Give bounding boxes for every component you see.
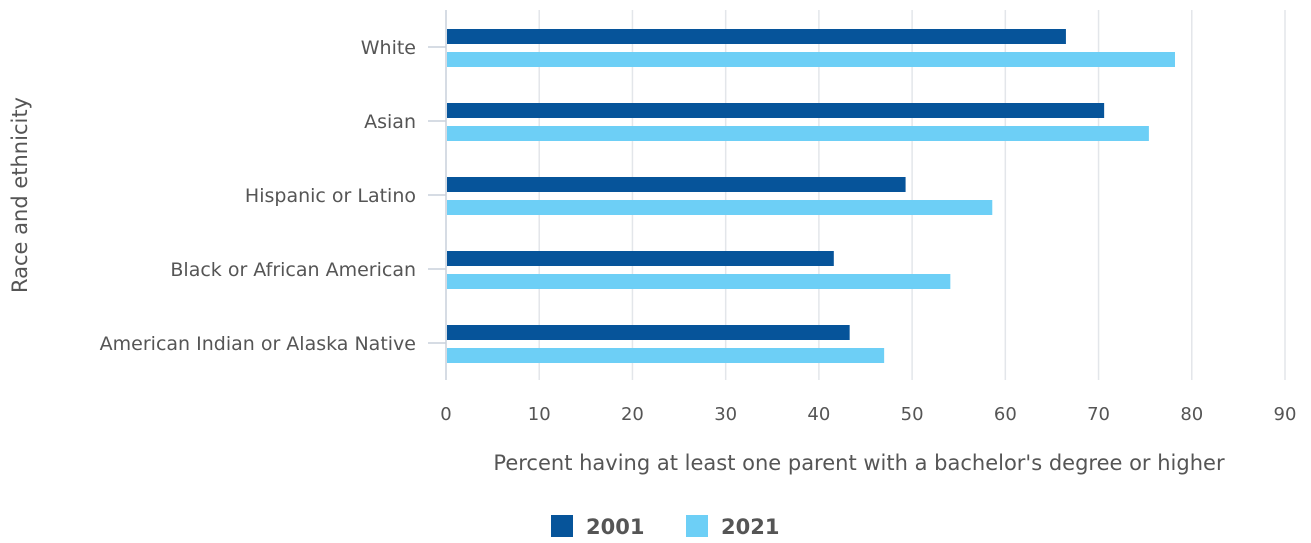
value-axis: 0 10 20 30 40 50 60 70 80 90 — [440, 404, 1296, 425]
bar-2001 — [447, 325, 850, 340]
bar-2001 — [447, 29, 1066, 44]
legend: 2001 2021 — [551, 515, 779, 539]
x-tick-label: 50 — [901, 404, 924, 425]
category-label: White — [361, 37, 416, 59]
category-label: Black or African American — [170, 259, 416, 281]
bar-2001 — [447, 177, 906, 192]
x-axis-title: Percent having at least one parent with … — [493, 451, 1225, 475]
x-tick-label: 30 — [714, 404, 737, 425]
category-label: Hispanic or Latino — [245, 185, 416, 207]
bar-2021 — [447, 126, 1149, 141]
gridlines — [538, 10, 1286, 380]
y-axis-title: Race and ethnicity — [8, 97, 32, 293]
x-tick-label: 10 — [528, 404, 551, 425]
bars — [447, 29, 1175, 363]
x-tick-label: 0 — [440, 404, 451, 425]
x-tick-label: 40 — [807, 404, 830, 425]
category-axis: White Asian Hispanic or Latino Black or Afr… — [100, 37, 446, 355]
x-tick-label: 20 — [621, 404, 644, 425]
bar-2001 — [447, 103, 1105, 118]
x-tick-label: 60 — [994, 404, 1017, 425]
bar-2001 — [447, 251, 834, 266]
legend-label-2001: 2001 — [586, 515, 644, 539]
bar-2021 — [447, 52, 1175, 67]
category-label: Asian — [364, 111, 416, 133]
category-label: American Indian or Alaska Native — [100, 333, 416, 355]
legend-swatch-2001 — [551, 515, 573, 537]
bar-2021 — [447, 348, 885, 363]
x-tick-label: 90 — [1274, 404, 1297, 425]
legend-swatch-2021 — [686, 515, 708, 537]
x-tick-label: 80 — [1180, 404, 1203, 425]
legend-label-2021: 2021 — [721, 515, 779, 539]
bar-2021 — [447, 274, 951, 289]
x-tick-label: 70 — [1087, 404, 1110, 425]
bar-2021 — [447, 200, 993, 215]
